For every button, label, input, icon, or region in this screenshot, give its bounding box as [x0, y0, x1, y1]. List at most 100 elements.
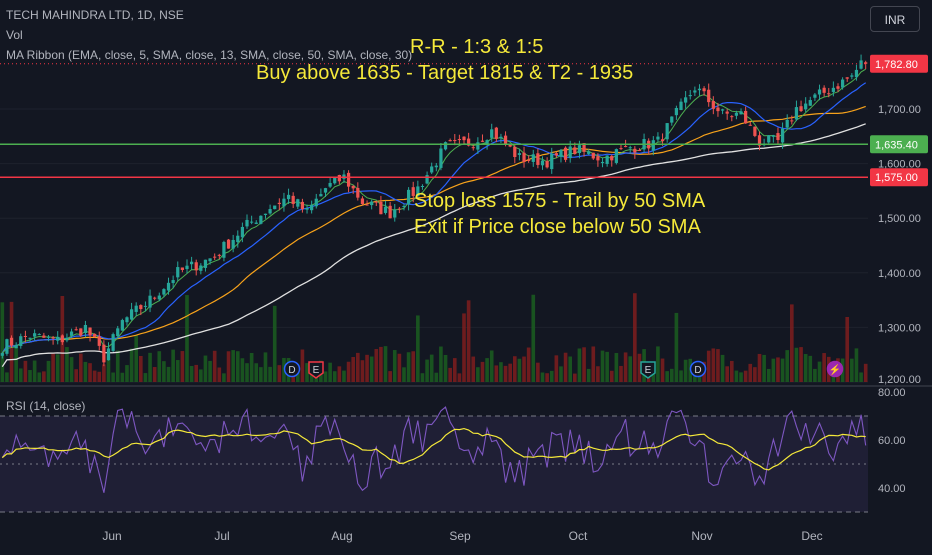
- candle[interactable]: [102, 340, 106, 367]
- ma-ribbon-indicator-label[interactable]: MA Ribbon (EMA, close, 5, SMA, close, 13…: [6, 48, 413, 62]
- candle[interactable]: [536, 148, 540, 169]
- candle[interactable]: [213, 253, 217, 260]
- candle[interactable]: [194, 259, 198, 276]
- candle[interactable]: [720, 108, 725, 115]
- candle[interactable]: [420, 184, 425, 190]
- candle[interactable]: [383, 200, 388, 215]
- rsi-indicator-label[interactable]: RSI (14, close): [6, 399, 85, 413]
- candle[interactable]: [268, 204, 272, 215]
- candle[interactable]: [730, 115, 734, 122]
- candle[interactable]: [208, 258, 212, 265]
- candle[interactable]: [439, 142, 443, 171]
- currency-button[interactable]: INR: [870, 6, 920, 32]
- candle[interactable]: [517, 148, 522, 161]
- candle[interactable]: [106, 342, 111, 361]
- event-marker[interactable]: E: [308, 361, 324, 379]
- candle[interactable]: [0, 352, 4, 359]
- candle[interactable]: [46, 334, 51, 342]
- candle[interactable]: [864, 60, 868, 70]
- candle[interactable]: [665, 123, 669, 143]
- candle[interactable]: [559, 148, 563, 163]
- candle[interactable]: [180, 267, 184, 273]
- candle[interactable]: [684, 91, 688, 109]
- candle[interactable]: [757, 131, 762, 151]
- candle[interactable]: [817, 84, 822, 101]
- candle[interactable]: [554, 151, 558, 158]
- candle[interactable]: [69, 328, 74, 338]
- candle[interactable]: [282, 192, 286, 212]
- candle[interactable]: [739, 108, 743, 115]
- candle[interactable]: [222, 240, 226, 262]
- candle[interactable]: [522, 146, 526, 168]
- candle[interactable]: [402, 203, 406, 211]
- candle[interactable]: [166, 277, 171, 295]
- candle[interactable]: [286, 188, 291, 204]
- candle[interactable]: [319, 188, 323, 197]
- candle[interactable]: [734, 110, 739, 120]
- candle[interactable]: [143, 301, 148, 312]
- candle[interactable]: [471, 144, 475, 151]
- candle[interactable]: [845, 77, 849, 82]
- candle[interactable]: [771, 134, 775, 143]
- candle[interactable]: [28, 337, 32, 342]
- candle[interactable]: [813, 92, 817, 102]
- candle[interactable]: [360, 196, 365, 206]
- candle[interactable]: [587, 149, 591, 156]
- candle[interactable]: [374, 201, 378, 207]
- candle[interactable]: [370, 199, 374, 210]
- candle[interactable]: [480, 134, 485, 143]
- candle[interactable]: [199, 263, 203, 275]
- candle[interactable]: [840, 77, 845, 90]
- candle[interactable]: [804, 97, 808, 113]
- candle[interactable]: [753, 126, 757, 138]
- candle[interactable]: [582, 143, 586, 157]
- candle[interactable]: [707, 83, 711, 107]
- candle[interactable]: [5, 338, 9, 356]
- candle[interactable]: [462, 136, 466, 145]
- candle[interactable]: [42, 332, 46, 339]
- volume-indicator-label[interactable]: Vol: [6, 28, 23, 42]
- candle[interactable]: [748, 121, 752, 126]
- candle[interactable]: [674, 105, 679, 120]
- candle[interactable]: [767, 135, 771, 146]
- candle[interactable]: [614, 148, 618, 165]
- candle[interactable]: [51, 335, 55, 345]
- candle[interactable]: [33, 329, 37, 341]
- candle[interactable]: [323, 187, 328, 197]
- candle[interactable]: [176, 261, 180, 281]
- candle[interactable]: [790, 115, 794, 125]
- candle[interactable]: [628, 145, 632, 154]
- candle[interactable]: [116, 325, 120, 339]
- candle[interactable]: [605, 155, 609, 167]
- candle[interactable]: [379, 195, 383, 215]
- candle[interactable]: [240, 222, 245, 243]
- candle[interactable]: [337, 174, 341, 185]
- candle[interactable]: [637, 148, 642, 151]
- candle[interactable]: [591, 152, 595, 160]
- candle[interactable]: [716, 102, 720, 117]
- candle[interactable]: [342, 170, 346, 183]
- candle[interactable]: [448, 138, 452, 142]
- candle[interactable]: [60, 334, 64, 345]
- candle[interactable]: [56, 331, 60, 345]
- candle[interactable]: [490, 123, 494, 142]
- candle[interactable]: [406, 187, 411, 211]
- candle[interactable]: [610, 154, 614, 167]
- candle[interactable]: [97, 331, 101, 351]
- candle[interactable]: [231, 234, 235, 253]
- candle[interactable]: [827, 87, 831, 98]
- candle[interactable]: [93, 333, 97, 338]
- candle[interactable]: [596, 153, 600, 167]
- candle[interactable]: [356, 182, 360, 201]
- candle[interactable]: [129, 302, 134, 321]
- candle[interactable]: [254, 220, 258, 225]
- candle[interactable]: [642, 133, 646, 153]
- candle[interactable]: [23, 330, 28, 343]
- candle[interactable]: [217, 253, 221, 260]
- candle[interactable]: [245, 214, 249, 229]
- candle[interactable]: [9, 335, 14, 348]
- candle[interactable]: [148, 289, 152, 313]
- candle[interactable]: [263, 213, 268, 219]
- candle[interactable]: [171, 275, 175, 289]
- candle[interactable]: [785, 114, 789, 129]
